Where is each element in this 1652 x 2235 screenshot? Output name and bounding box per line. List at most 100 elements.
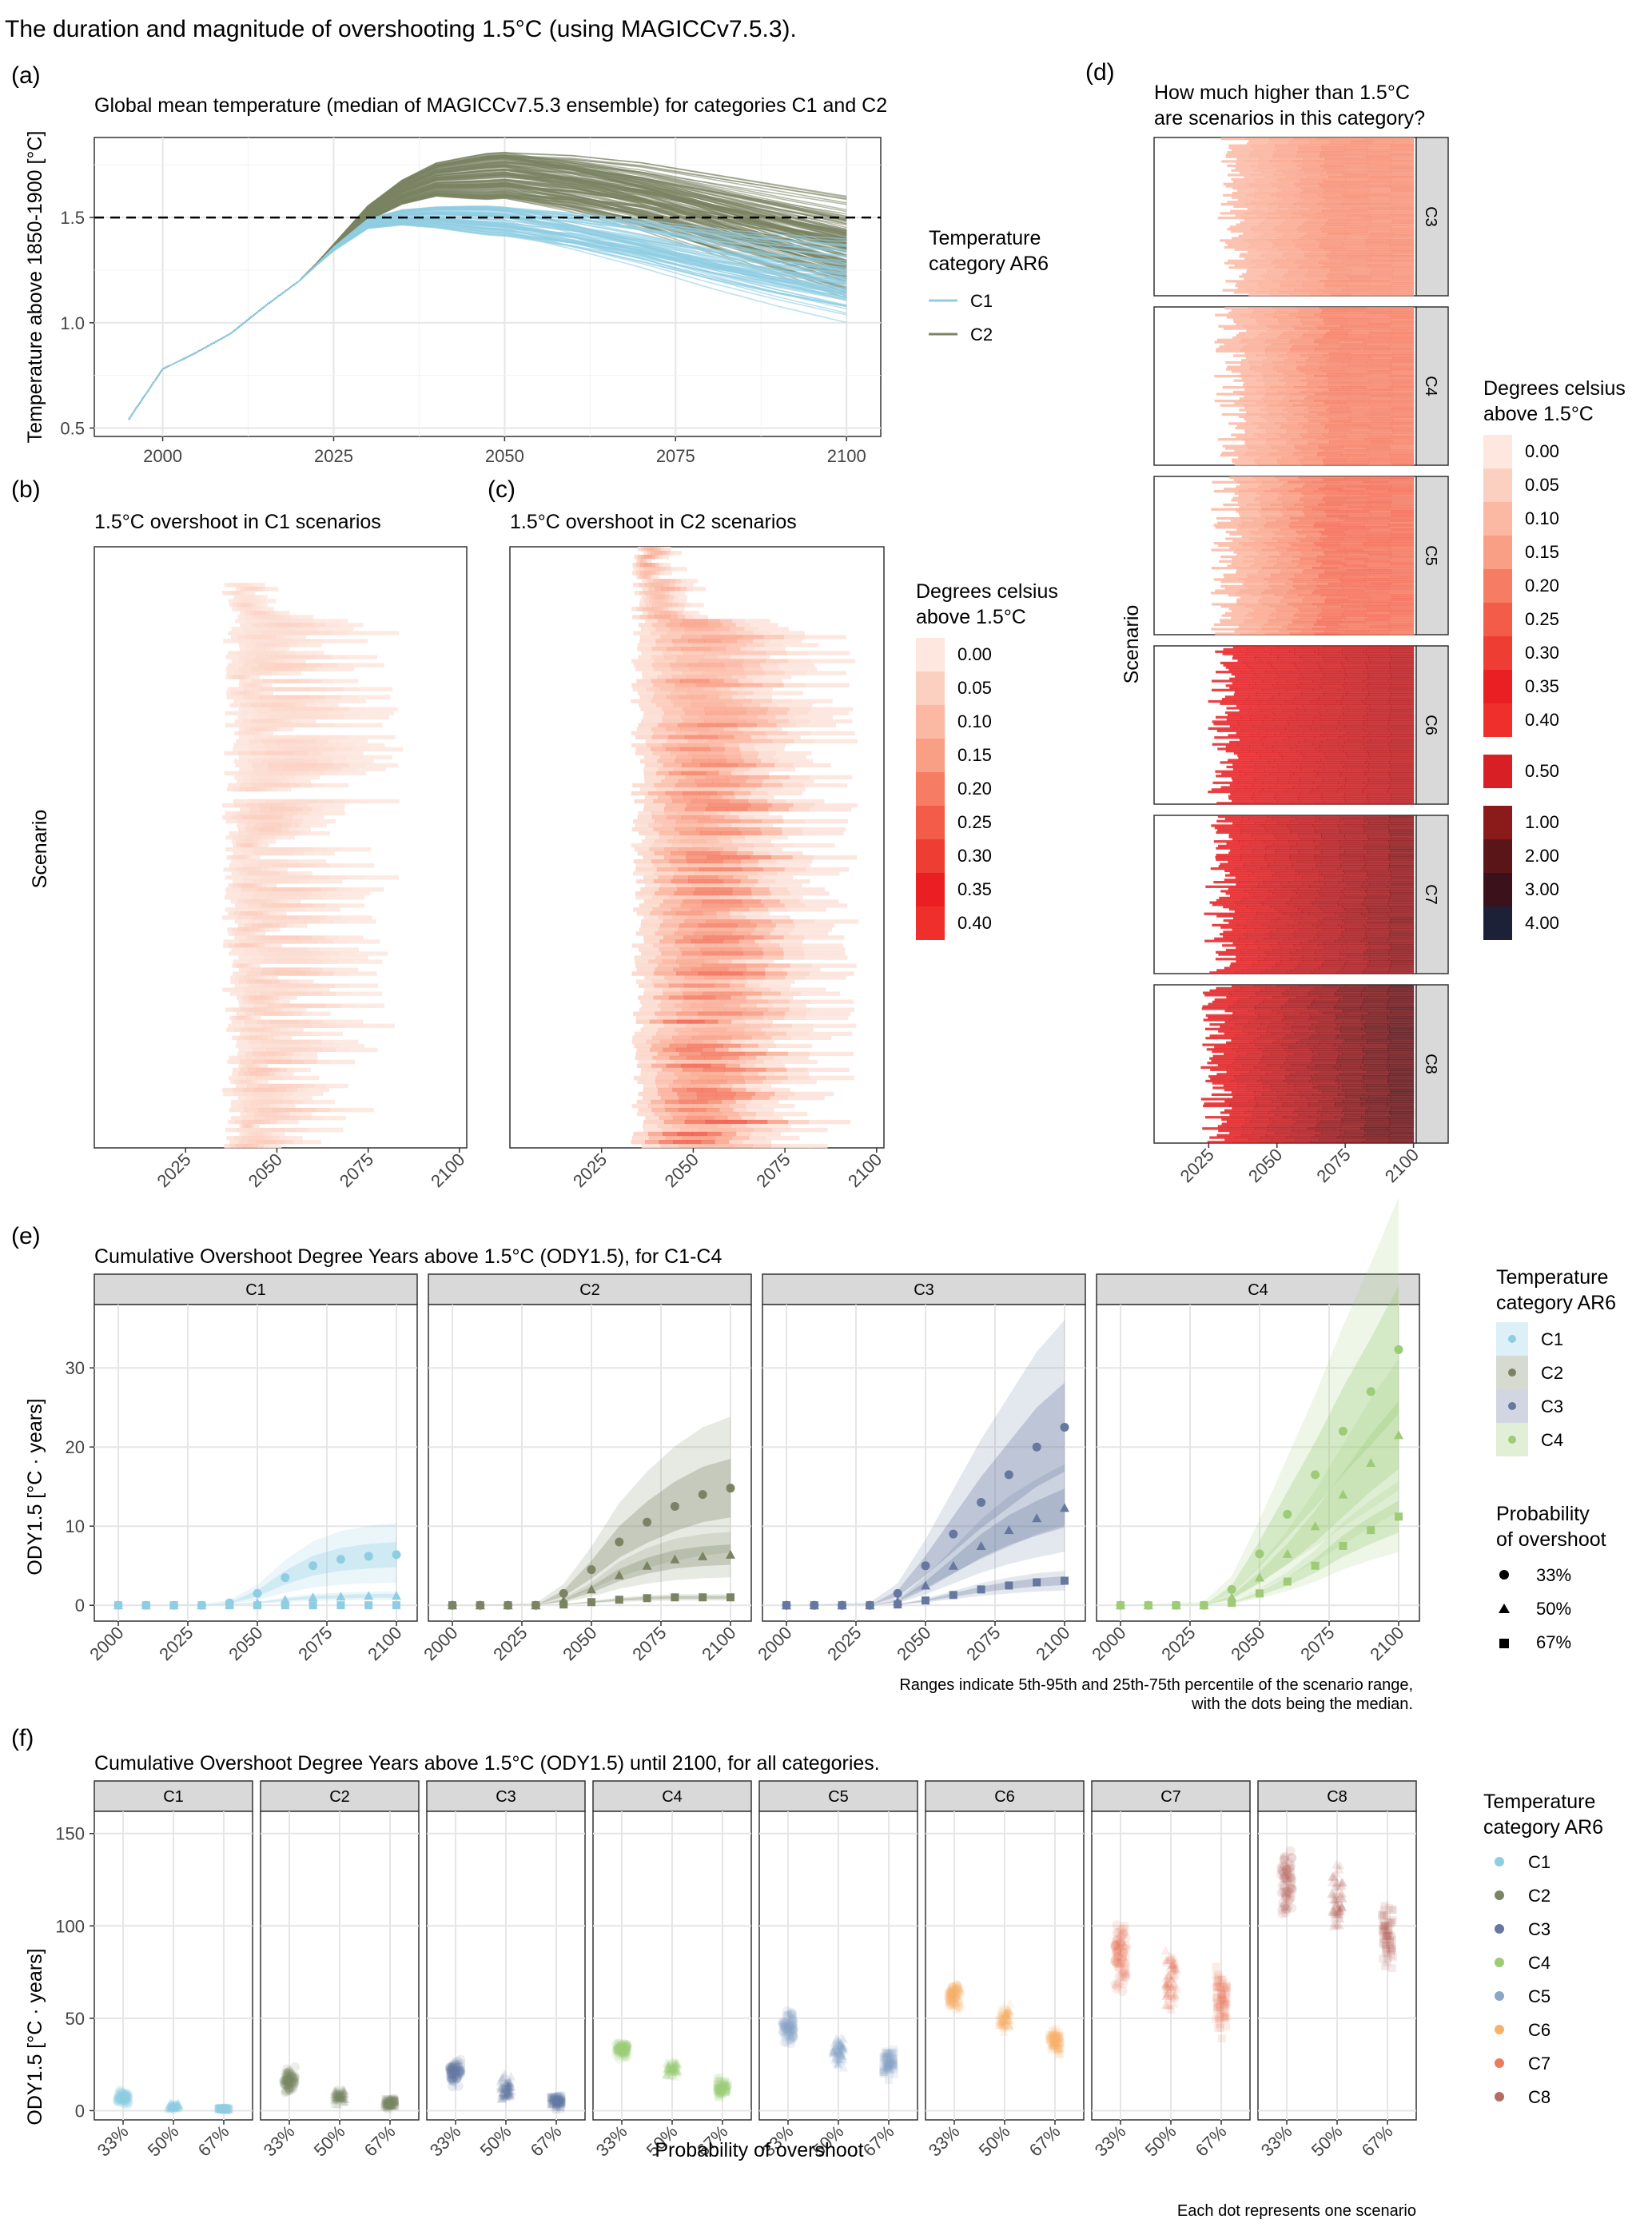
panel-c-cell	[718, 735, 735, 740]
panel-d-facet-c4-cell	[1299, 433, 1323, 436]
panel-b-cell	[293, 751, 309, 756]
panel-c-cell	[636, 1099, 651, 1105]
panel-c-cell	[791, 1071, 809, 1077]
panel-b-cell	[267, 915, 283, 920]
panel-c-cell	[773, 1003, 790, 1008]
panel-d-facet-c5-cell	[1365, 580, 1390, 584]
panel-d-facet-c4-cell	[1277, 336, 1301, 340]
panel-c-cell	[673, 875, 689, 880]
panel-d-facet-c4-cell	[1346, 390, 1369, 393]
panel-c-cell	[638, 995, 655, 1000]
panel-c-cell	[657, 675, 673, 679]
panel-c-cell	[706, 663, 725, 667]
panel-d-facet-c3-cell	[1252, 209, 1277, 213]
panel-d-facet-c5-cell	[1319, 537, 1343, 540]
panel-d-facet-c4-cell	[1227, 365, 1251, 369]
panel-c-cell	[695, 827, 719, 832]
panel-b-cell	[234, 719, 244, 724]
panel-d-facet-c4-cell	[1277, 460, 1301, 464]
panel-d-facet-c5-cell	[1320, 564, 1344, 568]
panel-d-facet-c3-cell	[1279, 264, 1303, 267]
panel-c-cell	[745, 1039, 760, 1045]
panel-d-facet-c5-cell	[1219, 560, 1244, 563]
panel-d-facet-c4-cell	[1308, 442, 1330, 445]
panel-d-facet-c4-cell	[1307, 384, 1329, 387]
panel-d-facet-c3-cell	[1289, 293, 1312, 297]
panel-b-cell	[261, 1127, 273, 1133]
panel-d-facet-c5-cell	[1241, 521, 1268, 524]
panel-d-facet-c4-cell	[1245, 420, 1268, 423]
panel-b-cell	[328, 955, 343, 960]
panel-d-facet-c5-cell	[1367, 557, 1391, 561]
panel-d-facet-c3-cell	[1254, 237, 1278, 240]
panel-d-facet-c5-cell	[1347, 625, 1371, 628]
panel-d-facet-c3-cell	[1370, 171, 1392, 174]
panel-d-facet-c4-cell	[1367, 365, 1391, 369]
panel-b-cell	[313, 619, 325, 623]
panel-d-facet-c5-cell	[1323, 496, 1347, 500]
panel-d-facet-c6-cell	[1390, 666, 1415, 669]
panel-b-cell	[258, 691, 265, 695]
panel-b-cell	[286, 707, 303, 711]
panel-b-cell	[322, 959, 338, 964]
panel-d-facet-c5-cell	[1345, 496, 1369, 500]
panel-c-cell	[647, 743, 663, 748]
panel-d-facet-c4-cell	[1392, 431, 1415, 434]
panel-c-cell	[704, 1055, 723, 1061]
panel-d-facet-c5-cell	[1253, 616, 1277, 620]
panel-d-facet-c6-cell	[1316, 661, 1342, 665]
panel-d-facet-c4-cell	[1317, 412, 1343, 416]
panel-a-xtick-label: 2050	[485, 446, 524, 466]
panel-d-facet-c6-cell	[1318, 663, 1343, 667]
panel-d-facet-c5-cell	[1341, 580, 1366, 584]
panel-b-cell	[253, 851, 264, 856]
panel-c-cell	[798, 871, 819, 876]
panel-b-cell	[261, 587, 266, 592]
panel-d-facet-c3-cell	[1246, 289, 1272, 292]
panel-d-facet-c5-cell	[1317, 614, 1343, 617]
panel-d-facet-c5-cell	[1342, 503, 1367, 507]
panel-c-cell	[671, 675, 688, 679]
panel-b-cell	[248, 1131, 253, 1137]
panel-b-cell	[281, 771, 296, 776]
panel-d-facet-c5-cell	[1238, 578, 1264, 581]
panel-c-ticks: 2025 2050 2075 2100	[569, 1148, 886, 1191]
panel-c-cell	[662, 823, 677, 828]
panel-b-cell	[253, 1144, 259, 1149]
panel-d-facet-c3-cell	[1320, 243, 1344, 247]
panel-c-cell	[773, 1111, 791, 1117]
panel-b-cell	[332, 735, 348, 740]
panel-d-facet-c5-cell	[1262, 603, 1288, 606]
panel-c-cell	[762, 819, 784, 824]
panel-b-cell	[222, 915, 238, 920]
panel-b-cell	[276, 783, 289, 788]
panel-c-cell	[682, 763, 701, 768]
panel-c-cell	[705, 1043, 723, 1049]
panel-d-facet-c4-cell	[1268, 345, 1293, 349]
panel-c-cell	[740, 751, 759, 756]
panel-d-facet-c3-cell	[1351, 293, 1373, 297]
panel-d-facet-c4-cell	[1391, 458, 1415, 461]
panel-b-cell	[269, 999, 275, 1004]
panel-d-facet-c5-cell	[1236, 553, 1260, 556]
panel-d-facet-c3-cell	[1246, 270, 1268, 274]
panel-c-cell	[687, 1123, 703, 1129]
panel-b-cell	[324, 951, 340, 956]
panel-d-facet-c3-cell	[1369, 282, 1392, 285]
panel-b-cell	[328, 715, 344, 720]
panel-b-cell	[271, 787, 279, 792]
panel-b-cell	[295, 1027, 304, 1033]
panel-b-cell	[311, 1023, 328, 1029]
panel-d-facet-c5-cell	[1261, 515, 1284, 518]
panel-b-cell	[237, 1095, 246, 1101]
panel-b-cell	[268, 763, 285, 768]
panel-d-facet-c5-cell	[1389, 621, 1415, 624]
panel-b-cell	[303, 779, 311, 784]
panel-d-facet-c4-cell	[1294, 444, 1319, 448]
panel-d-facet-c4-cell	[1242, 325, 1268, 328]
panel-d-facet-c4-cell	[1267, 411, 1289, 414]
panel-b-cell	[293, 1047, 309, 1053]
panel-d-facet-c4-cell	[1322, 309, 1346, 313]
panel-b-cell	[322, 1115, 335, 1121]
panel-c-cell	[763, 951, 785, 956]
